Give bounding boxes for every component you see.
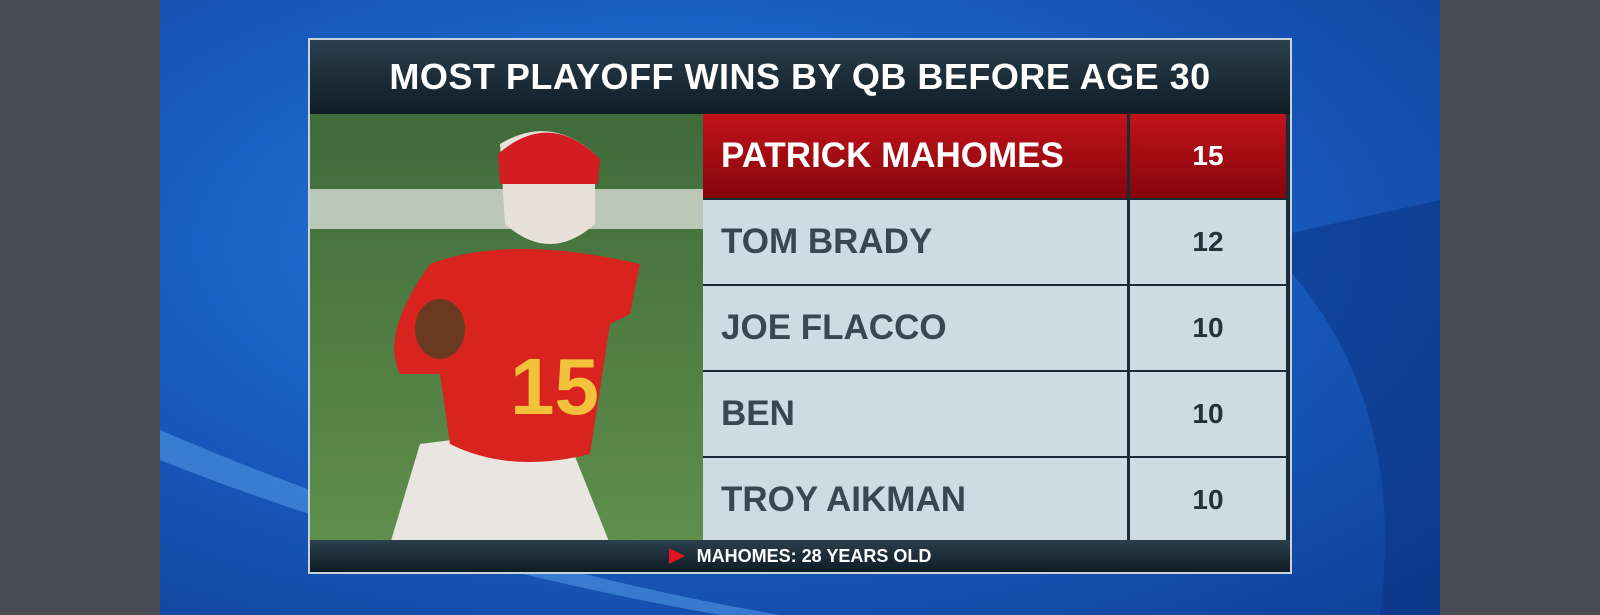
table-row: BEN ROETHLISBERGER10 — [703, 372, 1290, 517]
playoff-wins: 10 — [1130, 458, 1286, 542]
footer-arrow — [668, 548, 685, 564]
table-row: TROY AIKMAN 10 — [703, 458, 1290, 544]
playoff-wins: 10 — [1130, 286, 1286, 370]
playoff-wins: 10 — [1130, 372, 1286, 456]
background-swoosh — [160, 200, 1440, 615]
player-name: TROY AIKMAN — [703, 458, 1127, 542]
player-name: PATRICK MAHOMES — [703, 114, 1127, 198]
table-row: PATRICK MAHOMES 15 — [703, 114, 1290, 200]
playoff-wins: 15 — [1130, 114, 1286, 198]
player-name: JOE FLACCO — [703, 286, 1127, 370]
title: MOST PLAYOFF WINS BY QB BEFORE AGE 30 — [310, 40, 1290, 114]
player-photo: 15 — [310, 114, 703, 544]
footer: MAHOMES: 28 YEARS OLD — [310, 540, 1290, 572]
footer-note: MAHOMES: 28 YEARS OLD — [696, 546, 932, 566]
table-row: TOM BRADY 12 — [703, 200, 1290, 286]
table-row: JOE FLACCO 10 — [703, 286, 1290, 372]
stat-table: PATRICK MAHOMES 15 TOM BRADY 12 JOE FLACCO 10… — [703, 114, 1290, 544]
playoff-wins: 12 — [1130, 200, 1286, 284]
player-name: BEN ROETHLISBERGER — [703, 372, 1127, 517]
player-name: TOM BRADY — [703, 200, 1127, 284]
svg-text:15: 15 — [510, 342, 599, 431]
graphic-panel: MOST PLAYOFF WINS BY QB BEFORE AGE 30 15… — [308, 38, 1292, 574]
